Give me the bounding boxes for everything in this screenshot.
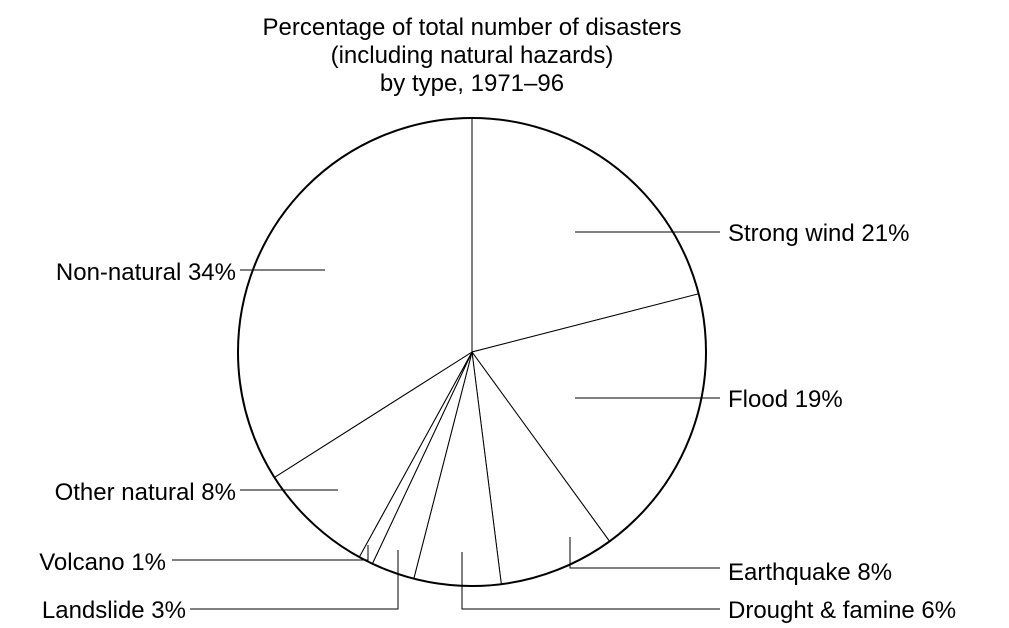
slice-label-strong-wind: Strong wind 21%: [728, 220, 909, 247]
leader-line-earthquake: [569, 537, 720, 569]
chart-title-line-3: by type, 1971–96: [379, 70, 565, 97]
slice-label-non-natural: Non-natural 34%: [56, 259, 236, 286]
slice-label-drought-famine: Drought & famine 6%: [728, 597, 956, 624]
leader-line-landslide: [190, 550, 399, 610]
slice-label-other-natural: Other natural 8%: [55, 479, 236, 506]
chart-title: Percentage of total number of disasters …: [0, 14, 944, 98]
slice-label-landslide: Landslide 3%: [42, 597, 186, 624]
leader-line-volcano: [172, 545, 369, 561]
slice-labels: Strong wind 21% Flood 19% Earthquake 8% Dro…: [39, 220, 956, 624]
slice-label-volcano: Volcano 1%: [39, 549, 166, 576]
leader-line-drought-famine: [461, 552, 720, 610]
chart-title-line-1: Percentage of total number of disasters: [262, 14, 682, 41]
chart-title-line-2: (including natural hazards): [330, 42, 614, 69]
pie-outline: [237, 117, 707, 587]
slice-label-earthquake: Earthquake 8%: [728, 559, 892, 586]
slice-label-flood: Flood 19%: [728, 386, 843, 413]
leader-lines: [172, 231, 720, 610]
pie-slices: [237, 117, 707, 587]
